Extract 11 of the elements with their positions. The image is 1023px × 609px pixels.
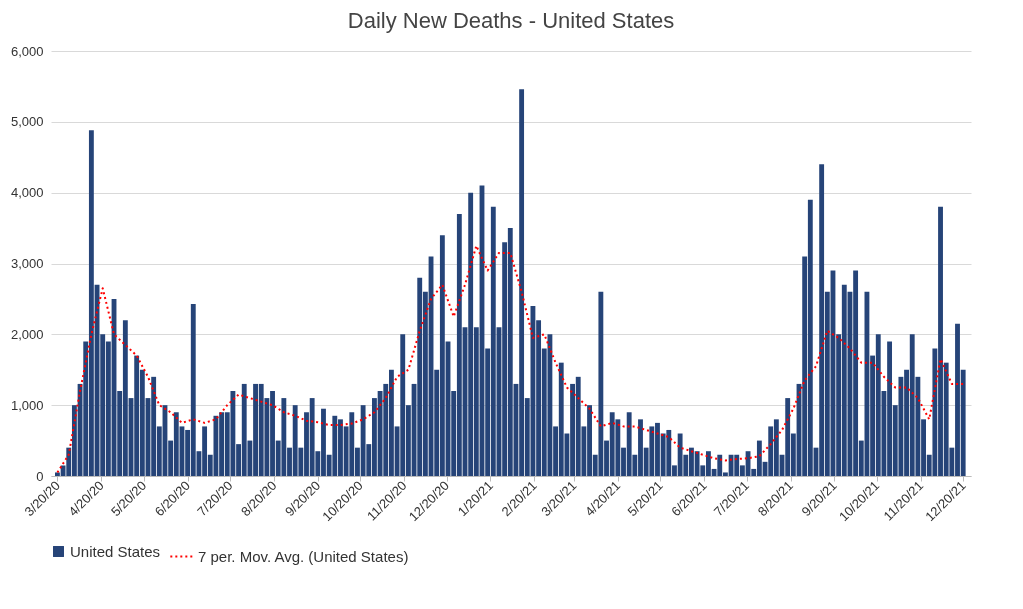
y-tick-label: 6,000 — [10, 43, 44, 59]
chart-title: Daily New Deaths - United States — [347, 8, 675, 33]
line-series — [56, 244, 965, 474]
y-tick-label: 4,000 — [10, 185, 44, 201]
y-tick-label: 3,000 — [10, 256, 44, 271]
y-tick-label: 5,000 — [10, 114, 44, 130]
legend-label: 7 per. Mov. Avg. (United States) — [198, 547, 409, 565]
y-tick-label: 0 — [36, 468, 44, 484]
y-tick-label: 2,000 — [10, 326, 44, 342]
y-tick-label: 1,000 — [10, 397, 44, 413]
legend-label: United States — [70, 542, 161, 560]
